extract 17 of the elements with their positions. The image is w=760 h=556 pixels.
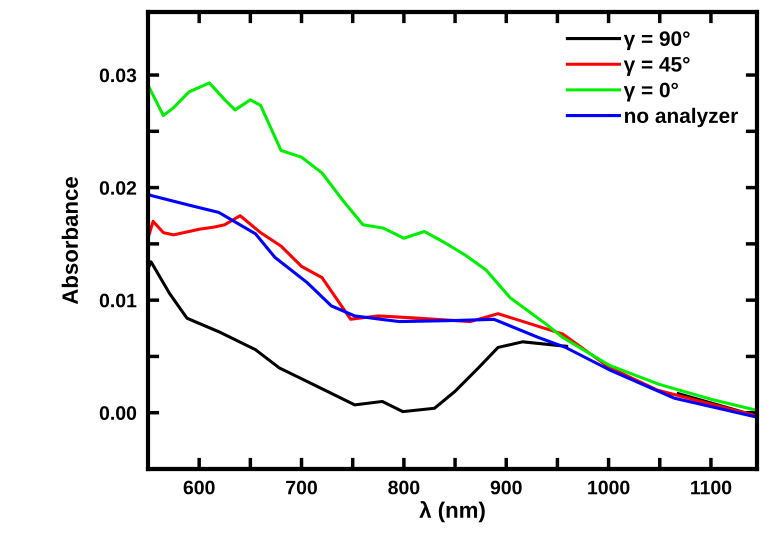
y-tick-label: 0.03 — [100, 68, 136, 82]
legend-label: γ = 45° — [624, 57, 690, 76]
x-axis-title: λ (nm) — [419, 501, 485, 522]
x-tick-label: 900 — [490, 480, 522, 494]
legend-label: no analyzer — [625, 108, 738, 128]
y-tick-label: 0.00 — [100, 406, 136, 420]
legend-label: γ = 90° — [624, 31, 690, 50]
y-axis-title: Absorbance — [62, 177, 78, 304]
line-series — [148, 81, 757, 412]
x-tick-label: 1000 — [588, 480, 630, 494]
y-tick-label: 0.02 — [100, 181, 136, 195]
legend-label: γ = 0° — [624, 82, 678, 102]
y-tick-label: 0.01 — [100, 294, 136, 308]
x-tick-label: 800 — [388, 480, 420, 494]
x-tick-label: 1100 — [691, 480, 732, 494]
x-tick-label: 600 — [184, 480, 215, 494]
x-tick-label: 700 — [286, 480, 317, 494]
